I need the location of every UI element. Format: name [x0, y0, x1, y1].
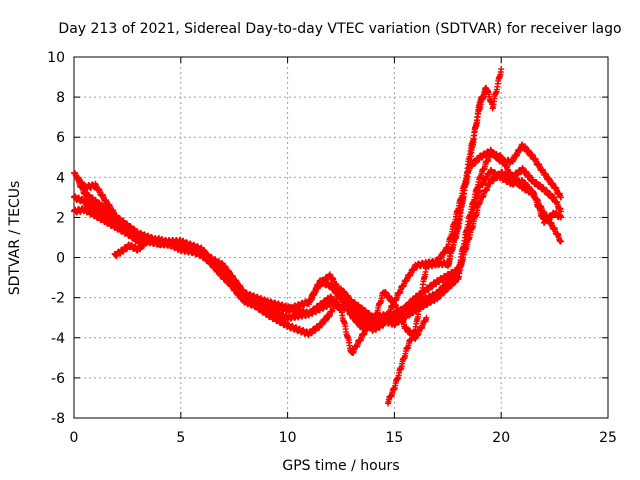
- data-point: [558, 238, 565, 245]
- y-tick-label: 2: [56, 210, 65, 226]
- x-tick-label: 10: [279, 430, 297, 446]
- y-tick-label: -4: [51, 331, 65, 347]
- y-ticks: -8 -6 -4 -2 0 2 4 6 8 10: [47, 50, 608, 427]
- x-tick-label: 0: [70, 430, 79, 446]
- chart-title: Day 213 of 2021, Sidereal Day-to-day VTE…: [58, 21, 621, 37]
- data-point: [558, 194, 565, 201]
- x-tick-label: 25: [599, 430, 617, 446]
- y-tick-label: -2: [51, 291, 65, 307]
- y-tick-label: 10: [47, 50, 65, 66]
- data-point: [558, 214, 565, 221]
- y-tick-label: 4: [56, 170, 65, 186]
- data-point: [145, 236, 152, 243]
- x-tick-label: 5: [176, 430, 185, 446]
- x-tick-label: 15: [385, 430, 403, 446]
- y-tick-label: 0: [56, 251, 65, 267]
- x-ticks: 0 5 10 15 20 25: [70, 57, 617, 446]
- y-tick-label: -8: [51, 411, 65, 427]
- y-tick-label: 6: [56, 130, 65, 146]
- series-track-5: [111, 236, 152, 259]
- series-track-6: [305, 277, 430, 342]
- y-tick-label: 8: [56, 90, 65, 106]
- y-tick-label: -6: [51, 371, 65, 387]
- data-points: [71, 66, 565, 407]
- x-tick-label: 20: [492, 430, 510, 446]
- plot-frame: [73, 56, 609, 419]
- series-track-7: [384, 66, 505, 407]
- data-point: [558, 208, 565, 215]
